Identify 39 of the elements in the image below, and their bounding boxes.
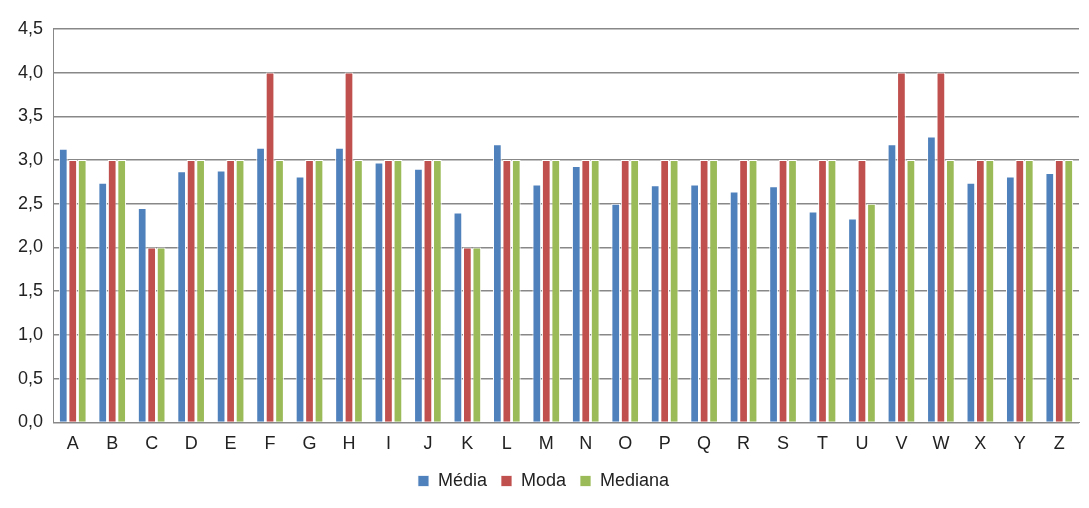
- y-tick-label: 0,0: [17, 411, 44, 432]
- y-tick-label: 1,5: [17, 280, 44, 301]
- x-tick-label: C: [145, 433, 159, 454]
- x-tick-label: V: [895, 433, 908, 454]
- x-tick-label: Z: [1053, 433, 1065, 454]
- y-tick-label: 4,5: [17, 17, 44, 38]
- x-tick-label: N: [579, 433, 593, 454]
- x-tick-label: R: [737, 433, 751, 454]
- legend-label: Moda: [520, 469, 567, 490]
- y-tick-label: 2,5: [17, 192, 44, 213]
- x-tick-label: P: [658, 433, 671, 454]
- x-tick-label: Q: [697, 433, 712, 454]
- x-tick-label: E: [224, 433, 237, 454]
- x-tick-label: Y: [1013, 433, 1026, 454]
- x-tick-label: K: [461, 433, 474, 454]
- legend-label: Mediana: [600, 469, 671, 490]
- x-tick-label: U: [855, 433, 869, 454]
- x-tick-label: F: [264, 433, 276, 454]
- x-tick-label: O: [618, 433, 633, 454]
- y-tick-label: 0,5: [17, 367, 44, 388]
- x-tick-label: L: [501, 433, 512, 454]
- y-tick-label: 1,0: [17, 323, 44, 344]
- x-tick-label: G: [302, 433, 317, 454]
- x-tick-label: H: [342, 433, 356, 454]
- y-tick-label: 3,0: [17, 148, 44, 169]
- x-tick-label: S: [777, 433, 790, 454]
- x-tick-label: M: [538, 433, 554, 454]
- x-tick-label: W: [932, 433, 950, 454]
- y-tick-label: 4,0: [17, 61, 44, 82]
- x-tick-label: D: [184, 433, 198, 454]
- x-tick-label: I: [385, 433, 391, 454]
- legend-label: Média: [437, 469, 488, 490]
- y-tick-label: 2,0: [17, 236, 44, 257]
- x-tick-label: T: [817, 433, 829, 454]
- y-tick-label: 3,5: [17, 105, 44, 126]
- x-tick-label: A: [66, 433, 79, 454]
- x-tick-label: B: [106, 433, 119, 454]
- x-tick-label: J: [423, 433, 433, 454]
- x-tick-label: X: [974, 433, 987, 454]
